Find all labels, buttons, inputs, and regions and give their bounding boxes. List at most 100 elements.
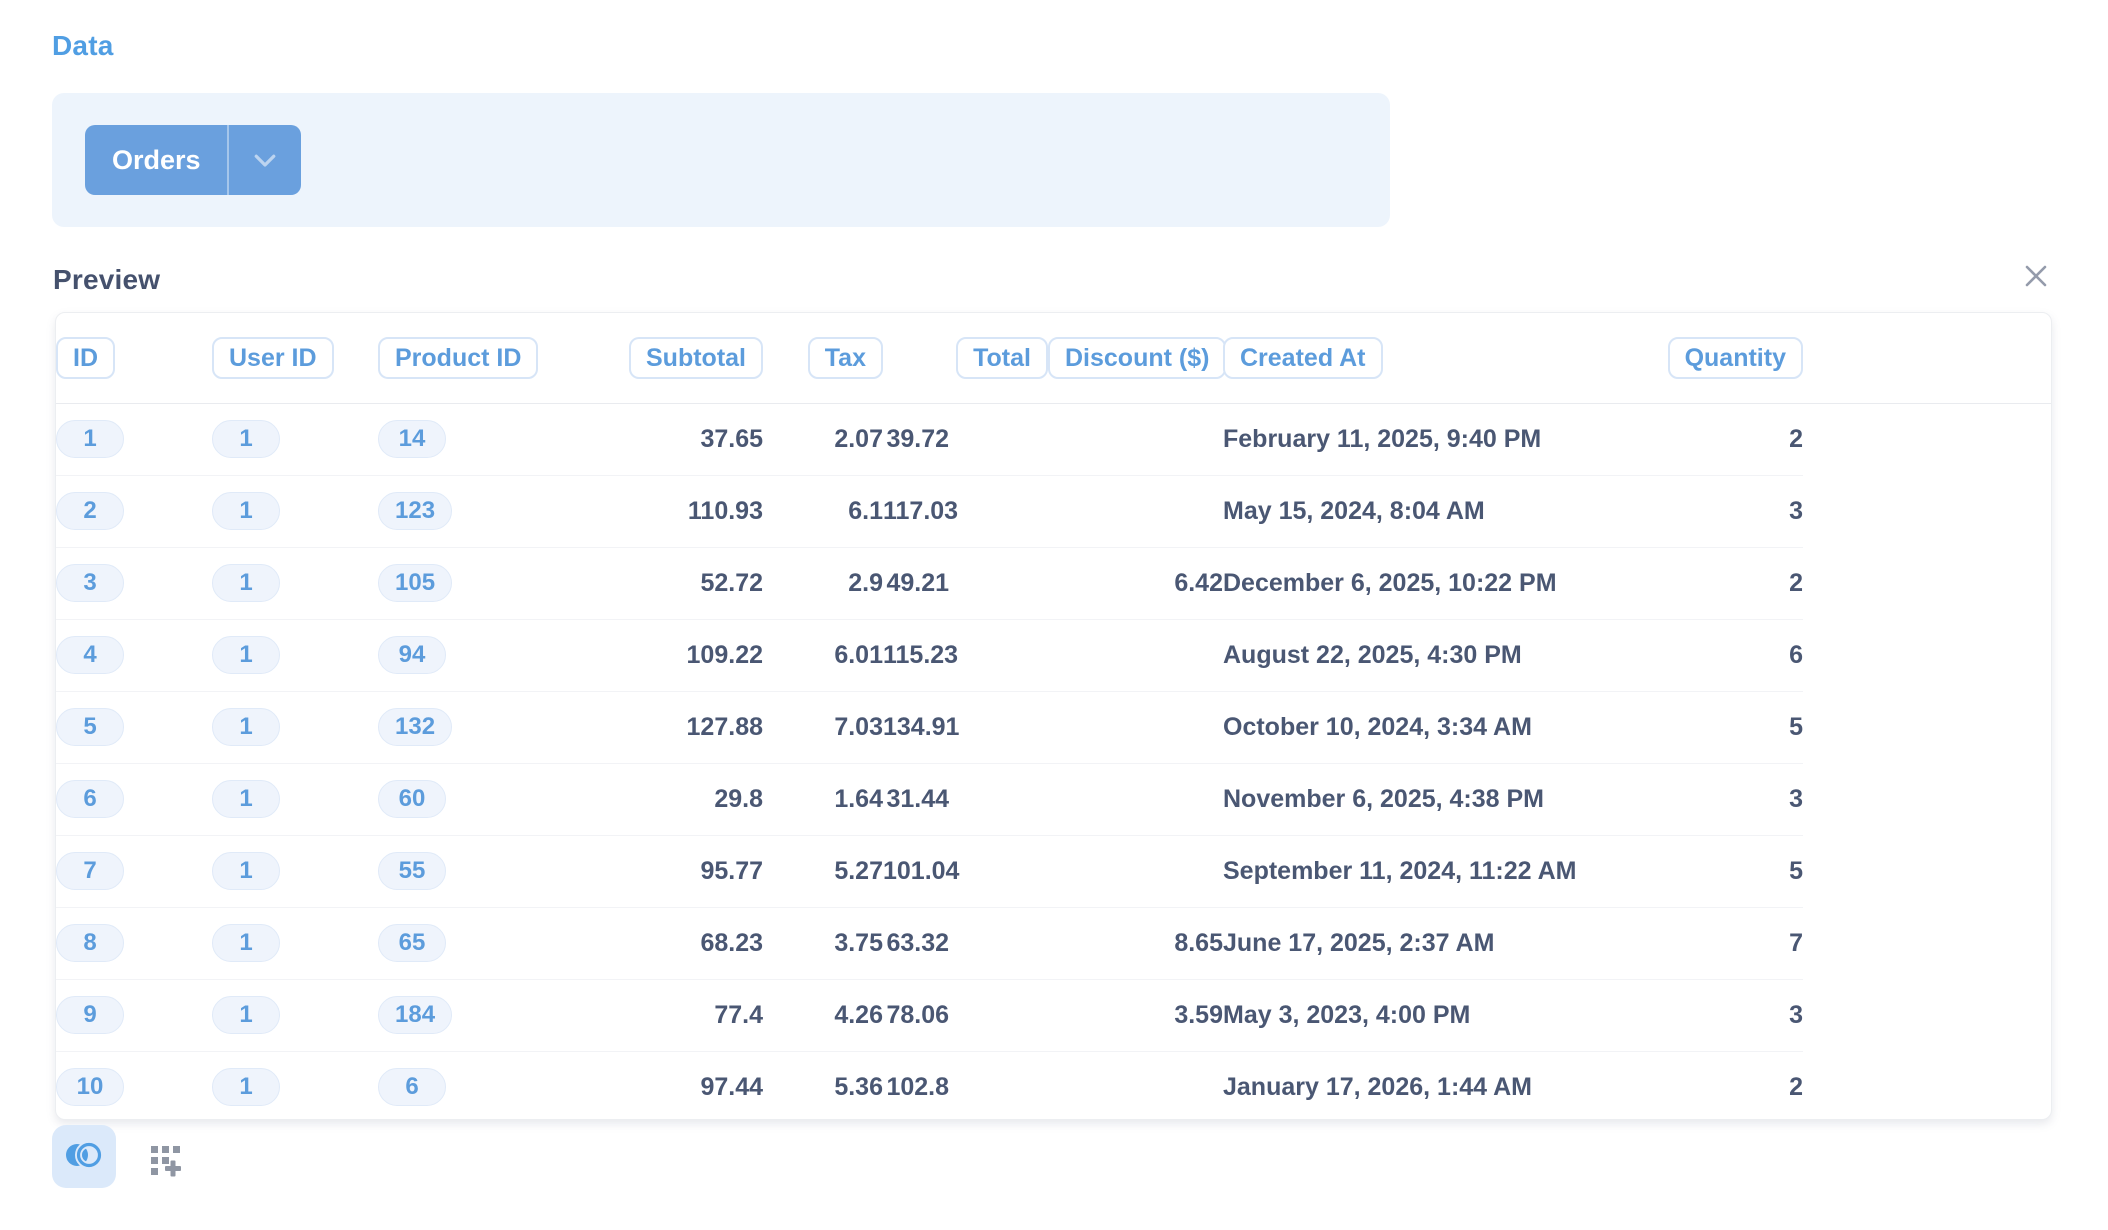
id-pill[interactable]: 4 <box>56 636 124 674</box>
column-header-pill-discount[interactable]: Discount ($) <box>1048 336 1227 379</box>
user_id-pill[interactable]: 1 <box>212 780 280 818</box>
cell-total: 39.72 <box>883 403 1048 476</box>
product_id-pill[interactable]: 184 <box>378 996 453 1034</box>
product_id-pill[interactable]: 132 <box>378 708 453 746</box>
product_id-pill[interactable]: 6 <box>378 1068 446 1106</box>
cell-id: 6 <box>56 763 212 836</box>
chevron-down-icon[interactable] <box>229 125 301 195</box>
cell-tax: 2.9 <box>763 547 883 620</box>
table-row: 9 1 184 77.4 4.26 78.06 3.59 May 3, 2023, 4:00 … <box>56 979 2051 1052</box>
cell-discount: 6.42 <box>1048 547 1223 620</box>
product_id-pill[interactable]: 65 <box>378 924 446 962</box>
cell-tax: 6.1 <box>763 475 883 548</box>
user_id-pill[interactable]: 1 <box>212 1068 280 1106</box>
user_id-pill[interactable]: 1 <box>212 708 280 746</box>
column-header-id: ID <box>56 313 212 404</box>
cell-total: 31.44 <box>883 763 1048 836</box>
cell-user_id: 1 <box>212 403 378 476</box>
table-row: 4 1 94 109.22 6.01 115.23 August 22, 2025, 4:3… <box>56 619 2051 692</box>
cell-total: 63.32 <box>883 907 1048 980</box>
cell-created_at: January 17, 2026, 1:44 AM <box>1223 1051 1623 1119</box>
cell-product_id: 14 <box>378 403 585 476</box>
column-header-pill-subtotal[interactable]: Subtotal <box>629 336 763 379</box>
user_id-pill[interactable]: 1 <box>212 636 280 674</box>
cell-subtotal: 97.44 <box>585 1051 763 1119</box>
column-header-user_id: User ID <box>212 313 378 404</box>
cell-user_id: 1 <box>212 1051 378 1119</box>
cell-created_at: December 6, 2025, 10:22 PM <box>1223 547 1623 620</box>
column-header-quantity: Quantity <box>1623 313 1803 404</box>
join-data-button[interactable] <box>52 1125 116 1188</box>
id-pill[interactable]: 7 <box>56 852 124 890</box>
close-preview-button[interactable] <box>2019 260 2053 294</box>
column-header-pill-user_id[interactable]: User ID <box>212 336 334 379</box>
cell-id: 2 <box>56 475 212 548</box>
cell-subtotal: 77.4 <box>585 979 763 1052</box>
cell-subtotal: 95.77 <box>585 835 763 908</box>
table-row: 7 1 55 95.77 5.27 101.04 September 11, 2024, 1… <box>56 835 2051 908</box>
product_id-pill[interactable]: 14 <box>378 420 446 458</box>
product_id-pill[interactable]: 55 <box>378 852 446 890</box>
data-source-panel: Orders <box>52 93 1390 227</box>
user_id-pill[interactable]: 1 <box>212 924 280 962</box>
cell-subtotal: 109.22 <box>585 619 763 692</box>
cell-quantity: 2 <box>1623 1051 1803 1119</box>
row-filler <box>1803 835 2051 907</box>
header-row: ID User ID Product ID Subtotal Tax Total Disco… <box>56 313 2051 404</box>
id-pill[interactable]: 1 <box>56 420 124 458</box>
id-pill[interactable]: 8 <box>56 924 124 962</box>
id-pill[interactable]: 9 <box>56 996 124 1034</box>
cell-tax: 5.36 <box>763 1051 883 1119</box>
user_id-pill[interactable]: 1 <box>212 492 280 530</box>
id-pill[interactable]: 3 <box>56 564 124 602</box>
row-filler <box>1803 907 2051 979</box>
row-filler <box>1803 763 2051 835</box>
id-pill[interactable]: 2 <box>56 492 124 530</box>
table-row: 10 1 6 97.44 5.36 102.8 January 17, 2026, 1:44… <box>56 1051 2051 1119</box>
data-source-name[interactable]: Orders <box>112 144 201 175</box>
id-pill[interactable]: 5 <box>56 708 124 746</box>
column-header-pill-id[interactable]: ID <box>56 336 115 379</box>
column-header-pill-product_id[interactable]: Product ID <box>378 336 539 379</box>
column-header-pill-created_at[interactable]: Created At <box>1223 336 1383 379</box>
cell-total: 102.8 <box>883 1051 1048 1119</box>
cell-tax: 7.03 <box>763 691 883 764</box>
cell-discount <box>1048 691 1223 764</box>
cell-discount <box>1048 619 1223 692</box>
product_id-pill[interactable]: 60 <box>378 780 446 818</box>
column-header-pill-tax[interactable]: Tax <box>807 336 883 379</box>
row-filler <box>1803 691 2051 763</box>
user_id-pill[interactable]: 1 <box>212 564 280 602</box>
cell-quantity: 5 <box>1623 835 1803 908</box>
cell-subtotal: 110.93 <box>585 475 763 548</box>
cell-product_id: 132 <box>378 691 585 764</box>
cell-product_id: 65 <box>378 907 585 980</box>
column-header-tax: Tax <box>763 313 883 404</box>
cell-created_at: September 11, 2024, 11:22 AM <box>1223 835 1623 908</box>
column-header-pill-total[interactable]: Total <box>956 336 1048 379</box>
product_id-pill[interactable]: 94 <box>378 636 446 674</box>
product_id-pill[interactable]: 123 <box>378 492 453 530</box>
column-header-pill-quantity[interactable]: Quantity <box>1667 336 1803 379</box>
cell-total: 117.03 <box>883 475 1048 548</box>
user_id-pill[interactable]: 1 <box>212 420 280 458</box>
pick-columns-button[interactable] <box>146 1141 190 1185</box>
id-pill[interactable]: 10 <box>56 1068 124 1106</box>
preview-table-card: ID User ID Product ID Subtotal Tax Total Disco… <box>55 312 2052 1120</box>
preview-section-title: Preview <box>53 264 161 295</box>
cell-product_id: 184 <box>378 979 585 1052</box>
cell-discount <box>1048 1051 1223 1119</box>
close-icon <box>2021 265 2051 294</box>
cell-user_id: 1 <box>212 547 378 620</box>
column-header-discount: Discount ($) <box>1048 313 1227 404</box>
user_id-pill[interactable]: 1 <box>212 996 280 1034</box>
product_id-pill[interactable]: 105 <box>378 564 453 602</box>
cell-quantity: 2 <box>1623 403 1803 476</box>
cell-total: 115.23 <box>883 619 1048 692</box>
data-source-button[interactable]: Orders <box>85 125 301 195</box>
user_id-pill[interactable]: 1 <box>212 852 280 890</box>
cell-discount <box>1048 763 1223 836</box>
id-pill[interactable]: 6 <box>56 780 124 818</box>
cell-created_at: June 17, 2025, 2:37 AM <box>1223 907 1623 980</box>
cell-created_at: May 3, 2023, 4:00 PM <box>1223 979 1623 1052</box>
